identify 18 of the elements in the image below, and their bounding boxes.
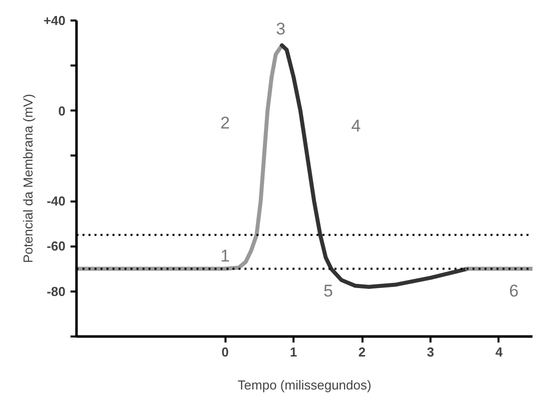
y-axis-title: Potencial da Membrana (mV) xyxy=(20,94,36,264)
annotation: 1 xyxy=(220,246,230,266)
y-tick-label: -40 xyxy=(46,194,66,209)
x-axis-title: Tempo (milissegundos) xyxy=(238,378,372,392)
x-tick-label: 2 xyxy=(358,344,366,360)
x-tick-label: 4 xyxy=(495,344,504,360)
y-tick-label: -80 xyxy=(46,284,66,299)
x-tick-label: 1 xyxy=(290,344,298,360)
x-tick-label: 0 xyxy=(221,344,229,360)
annotation: 3 xyxy=(276,19,286,38)
y-tick-label: +40 xyxy=(43,13,66,28)
y-tick-label: -60 xyxy=(46,238,66,254)
annotation: 5 xyxy=(323,281,333,300)
annotation: 4 xyxy=(351,116,361,136)
annotation: 6 xyxy=(509,281,519,300)
y-tick-label: 0 xyxy=(58,103,66,118)
x-tick-label: 3 xyxy=(426,344,434,360)
annotation: 2 xyxy=(220,114,230,133)
